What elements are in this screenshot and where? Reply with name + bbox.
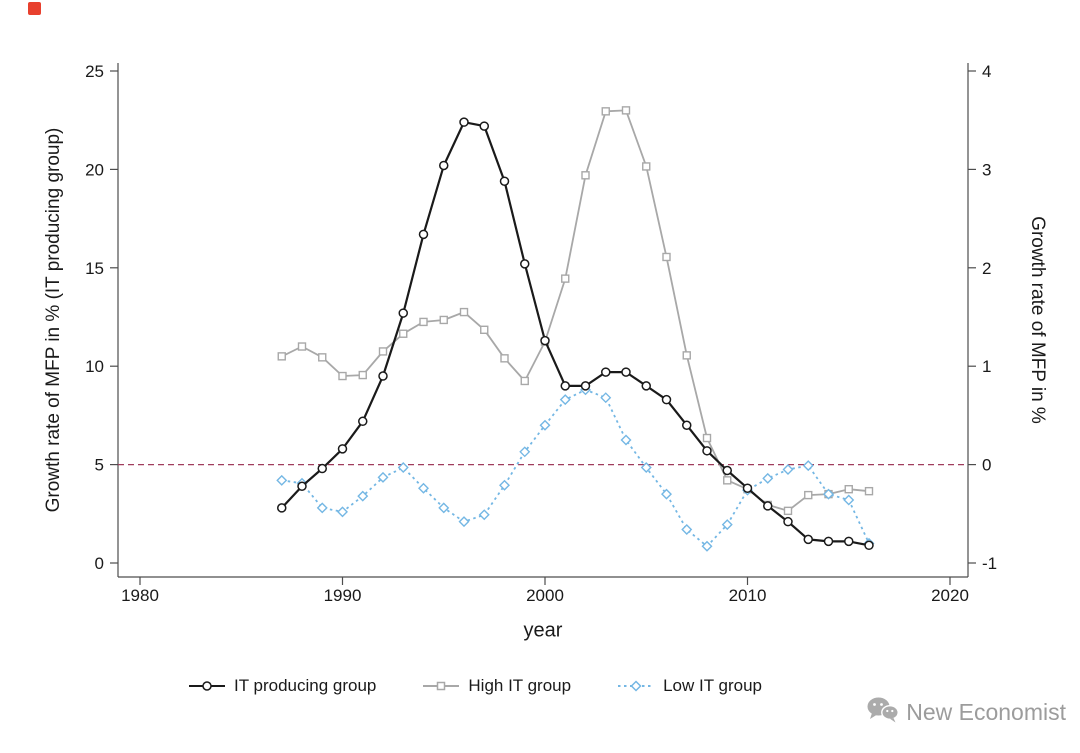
legend-item-high-it-group: High IT group: [422, 676, 571, 696]
svg-text:3: 3: [982, 160, 991, 179]
svg-text:10: 10: [85, 357, 104, 376]
legend-label: Low IT group: [663, 676, 763, 695]
x-axis-title: year: [523, 619, 563, 642]
svg-text:2: 2: [982, 259, 991, 278]
svg-text:5: 5: [95, 456, 104, 475]
svg-text:20: 20: [85, 160, 104, 179]
svg-text:1980: 1980: [121, 586, 159, 605]
svg-text:2020: 2020: [931, 586, 969, 605]
legend: IT producing group High IT group Low IT …: [0, 676, 950, 696]
svg-text:4: 4: [982, 62, 991, 81]
legend-item-low-it-group: Low IT group: [617, 676, 762, 696]
svg-text:25: 25: [85, 62, 104, 81]
wechat-icon: [866, 696, 900, 729]
corner-red-mark: [28, 2, 41, 15]
svg-text:1990: 1990: [324, 586, 362, 605]
diamond-marker-icon: [617, 679, 655, 693]
svg-text:15: 15: [85, 259, 104, 278]
watermark-text: New Economist: [906, 699, 1066, 725]
svg-text:0: 0: [95, 554, 104, 573]
svg-text:2010: 2010: [729, 586, 767, 605]
right-y-axis-title: Growth rate of MFP in %: [1027, 216, 1048, 424]
left-y-axis-title: Growth rate of MFP in % (IT producing gr…: [43, 127, 64, 513]
svg-text:2000: 2000: [526, 586, 564, 605]
circle-marker-icon: [188, 679, 226, 693]
square-marker-icon: [422, 679, 460, 693]
legend-label: High IT group: [468, 676, 572, 695]
legend-label: IT producing group: [233, 676, 377, 695]
watermark: New Economist: [866, 696, 1066, 729]
legend-item-it-producing-group: IT producing group: [188, 676, 376, 696]
svg-text:-1: -1: [982, 554, 997, 573]
svg-text:1: 1: [982, 357, 991, 376]
svg-text:0: 0: [982, 456, 991, 475]
